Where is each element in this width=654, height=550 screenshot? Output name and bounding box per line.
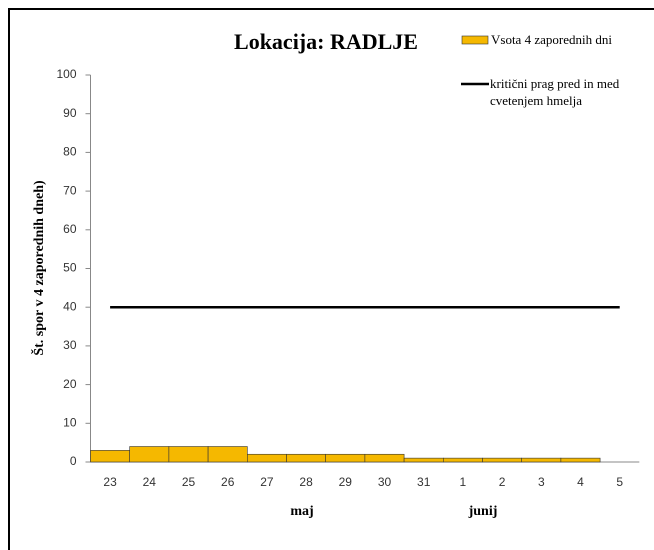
bar [521,457,562,463]
x-tick-label: 5 [616,475,623,489]
x-tick-label: 28 [299,475,313,489]
bar [247,453,287,463]
y-tick-label: 30 [63,338,77,352]
legend-label: kritični prag pred in med cvetenjem hmel… [490,76,620,108]
bar [286,453,327,463]
x-tick-label: 24 [143,475,157,489]
x-tick-label: 31 [417,475,431,489]
bar [90,450,131,463]
y-tick-label: 20 [63,377,77,391]
bar [325,453,366,463]
y-tick-label: 100 [56,67,76,81]
x-tick-label: 4 [577,475,584,489]
chart-title: Lokacija: RADLJE [234,29,418,54]
y-tick-label: 90 [63,106,77,120]
legend-swatch [461,35,489,45]
bar [442,457,483,463]
x-tick-label: 1 [460,475,467,489]
y-tick-label: 50 [63,261,77,275]
y-tick-label: 60 [63,222,77,236]
y-tick-label: 10 [63,415,77,429]
bar [560,457,601,463]
bar [403,457,444,463]
x-tick-label: 30 [378,475,392,489]
y-tick-label: 80 [63,145,77,159]
x-tick-label: 3 [538,475,545,489]
x-tick-label: 25 [182,475,196,489]
x-tick-label: 23 [103,475,117,489]
bar [129,446,170,463]
group-label: junij [468,504,498,519]
x-tick-label: 29 [339,475,353,489]
y-tick-label: 70 [63,183,77,197]
bar [482,457,523,463]
y-axis-title: Št. spor v 4 zaporednih dneh) [30,180,47,356]
legend-label: Vsota 4 zaporednih dni [491,32,612,47]
x-tick-label: 26 [221,475,235,489]
bar [364,453,405,463]
y-tick-label: 40 [63,299,77,313]
x-tick-label: 27 [260,475,274,489]
y-tick-label: 0 [70,454,77,468]
group-label: maj [290,504,313,519]
bar [168,446,209,463]
bar [207,446,248,463]
x-tick-label: 2 [499,475,506,489]
